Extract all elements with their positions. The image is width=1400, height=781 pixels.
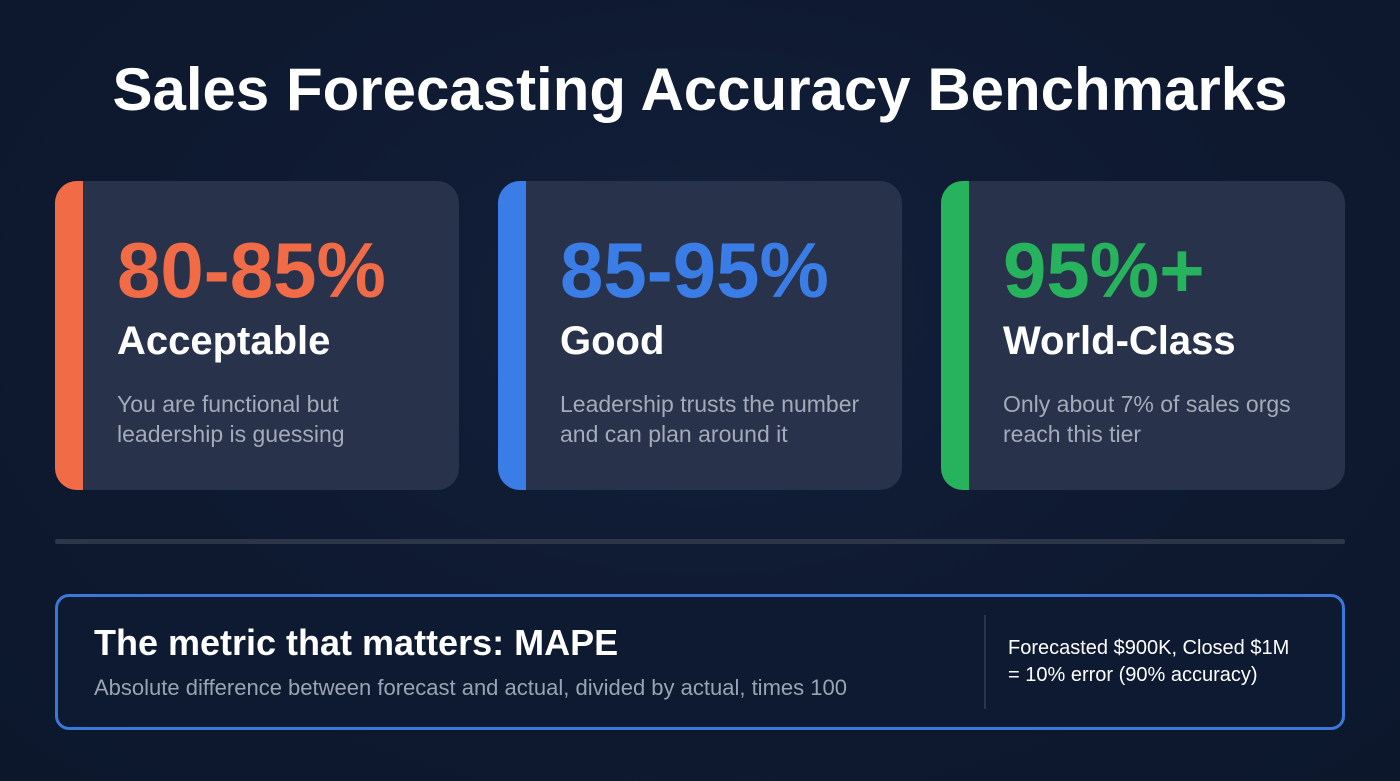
page-title: Sales Forecasting Accuracy Benchmarks: [112, 56, 1288, 123]
tier-description: Leadership trusts the number and can pla…: [560, 389, 890, 449]
accuracy-range: 95%+: [1003, 226, 1205, 314]
description-line: You are functional but: [117, 391, 339, 417]
accuracy-range: 85-95%: [560, 226, 829, 314]
benchmark-card-acceptable: 80-85% Acceptable You are functional but…: [55, 181, 459, 490]
example-line: = 10% error (90% accuracy): [1008, 664, 1258, 686]
mape-title: The metric that matters: MAPE: [94, 622, 619, 663]
description-line: and can plan around it: [560, 421, 788, 447]
benchmark-card-good: 85-95% Good Leadership trusts the number…: [498, 181, 902, 490]
example-line: Forecasted $900K, Closed $1M: [1008, 637, 1290, 659]
section-divider: [55, 539, 1345, 544]
vertical-separator: [984, 615, 986, 709]
tier-description: Only about 7% of sales orgs reach this t…: [1003, 389, 1333, 449]
accuracy-range: 80-85%: [117, 226, 386, 314]
mape-example: Forecasted $900K, Closed $1M = 10% error…: [1008, 635, 1289, 689]
mape-description: Absolute difference between forecast and…: [94, 675, 847, 700]
accent-bar-green: [941, 181, 969, 490]
description-line: Only about 7% of sales orgs: [1003, 391, 1291, 417]
accent-bar-blue: [498, 181, 526, 490]
description-line: reach this tier: [1003, 421, 1142, 447]
tier-description: You are functional but leadership is gue…: [117, 389, 447, 449]
benchmark-card-world-class: 95%+ World-Class Only about 7% of sales …: [941, 181, 1345, 490]
description-line: Leadership trusts the number: [560, 391, 860, 417]
tier-label: Acceptable: [117, 319, 331, 363]
accent-bar-orange: [55, 181, 83, 490]
tier-label: Good: [560, 319, 665, 363]
tier-label: World-Class: [1003, 319, 1236, 363]
mape-callout: The metric that matters: MAPE Absolute d…: [55, 594, 1345, 730]
description-line: leadership is guessing: [117, 421, 345, 447]
